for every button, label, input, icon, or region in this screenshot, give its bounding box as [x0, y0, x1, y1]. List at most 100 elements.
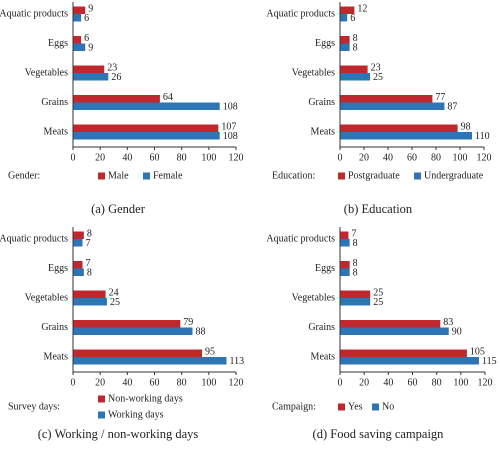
legend-title: Campaign: [272, 401, 316, 412]
legend-label: Yes [348, 401, 363, 412]
legend-label: Male [108, 170, 129, 181]
value-label: 108 [223, 131, 238, 142]
x-tick-label: 80 [431, 152, 441, 163]
x-tick-label: 60 [408, 377, 418, 388]
bar [73, 95, 160, 103]
value-label: 8 [353, 238, 358, 249]
bar [340, 357, 479, 365]
value-label: 64 [163, 92, 173, 103]
value-label: 83 [443, 317, 453, 328]
value-label: 8 [87, 268, 92, 279]
value-label: 79 [183, 317, 193, 328]
value-label: 25 [110, 297, 120, 308]
bar [73, 73, 109, 81]
category-label: Vegetables [292, 67, 335, 78]
x-tick-label: 40 [122, 152, 132, 163]
category-label: Grains [308, 97, 335, 108]
bar [340, 14, 348, 22]
bar [73, 268, 84, 276]
value-label: 8 [353, 43, 358, 54]
value-label: 88 [196, 327, 206, 338]
bar [340, 43, 350, 51]
category-label: Meats [44, 351, 69, 362]
value-label: 110 [475, 131, 490, 142]
bar [340, 95, 433, 103]
category-label: Eggs [315, 38, 335, 49]
value-label: 105 [470, 347, 485, 358]
value-label: 95 [205, 347, 215, 358]
value-label: 7 [351, 229, 356, 240]
x-tick-label: 80 [177, 152, 187, 163]
value-label: 107 [221, 122, 236, 133]
legend-swatch [98, 172, 105, 180]
legend-label: Postgraduate [348, 170, 400, 181]
value-label: 24 [109, 288, 119, 299]
legend-label: No [382, 401, 394, 412]
value-label: 8 [87, 229, 92, 240]
x-tick-label: 0 [338, 152, 343, 163]
x-tick-label: 80 [432, 377, 442, 388]
bar [73, 36, 82, 44]
value-label: 26 [111, 72, 121, 83]
bar [73, 320, 181, 328]
value-label: 6 [84, 13, 89, 24]
bar [73, 14, 82, 22]
value-label: 98 [461, 122, 471, 133]
category-label: Aquatic products [266, 233, 335, 244]
bar [340, 298, 371, 306]
bar [73, 6, 86, 14]
x-tick-label: 40 [383, 152, 393, 163]
category-label: Meats [44, 126, 69, 137]
value-label: 77 [435, 92, 445, 103]
x-tick-label: 120 [478, 377, 493, 388]
bar [73, 239, 83, 247]
caption: (c) Working / non-working days [38, 427, 199, 441]
legend-title: Survey days: [8, 401, 60, 412]
value-label: 115 [482, 356, 497, 367]
x-tick-label: 60 [150, 152, 160, 163]
legend-swatch [98, 411, 105, 419]
value-label: 7 [86, 258, 91, 269]
x-tick-label: 20 [95, 152, 105, 163]
x-tick-label: 100 [201, 377, 216, 388]
x-tick-label: 20 [95, 377, 105, 388]
bar [73, 43, 86, 51]
category-label: Meats [311, 351, 336, 362]
bar [340, 290, 371, 298]
bar [73, 102, 220, 110]
value-label: 9 [88, 4, 93, 15]
bar [340, 239, 350, 247]
bar [73, 231, 84, 239]
bar [340, 132, 472, 140]
bar [340, 349, 467, 357]
x-tick-label: 100 [453, 377, 468, 388]
x-tick-label: 100 [453, 152, 468, 163]
category-label: Eggs [48, 38, 68, 49]
bar [73, 132, 220, 140]
legend-label: Working days [108, 409, 164, 420]
category-label: Meats [311, 126, 336, 137]
category-label: Vegetables [25, 67, 68, 78]
value-label: 6 [84, 33, 89, 44]
value-label: 108 [223, 102, 238, 113]
value-label: 8 [353, 258, 358, 269]
bar [73, 357, 227, 365]
x-tick-label: 40 [383, 377, 393, 388]
x-tick-label: 120 [477, 152, 492, 163]
value-label: 6 [350, 13, 355, 24]
legend-swatch [98, 395, 105, 403]
category-label: Vegetables [292, 292, 335, 303]
x-tick-label: 80 [177, 377, 187, 388]
legend-swatch [143, 172, 150, 180]
legend-label: Non-working days [108, 393, 183, 404]
value-label: 25 [373, 297, 383, 308]
x-tick-label: 20 [359, 152, 369, 163]
caption: (d) Food saving campaign [313, 427, 445, 441]
value-label: 25 [373, 288, 383, 299]
bar [340, 73, 370, 81]
legend-swatch [338, 403, 345, 411]
bar [73, 290, 106, 298]
value-label: 87 [447, 102, 457, 113]
x-tick-label: 120 [229, 152, 244, 163]
